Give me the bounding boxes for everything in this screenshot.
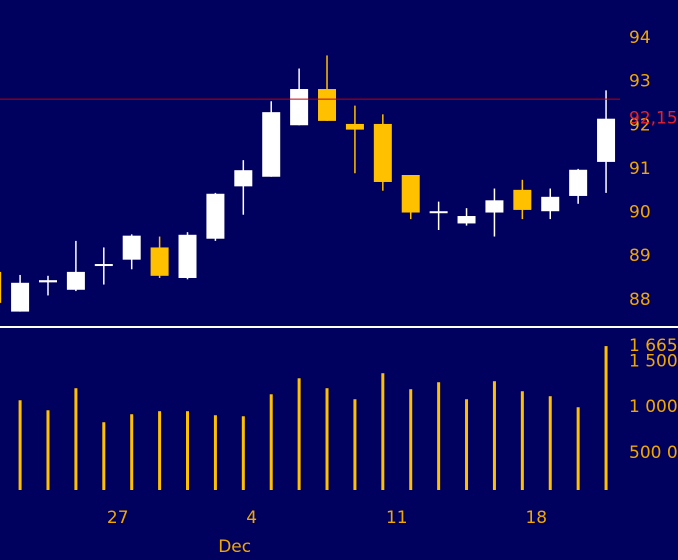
candle-body	[122, 235, 141, 260]
volume-bar	[576, 407, 580, 490]
volume-bar	[465, 399, 469, 490]
volume-bar	[269, 394, 273, 490]
candle-body	[262, 112, 281, 177]
last-price-label: 92,15	[629, 109, 678, 129]
volume-bar	[548, 396, 552, 490]
volume-bar	[520, 391, 524, 490]
candle-body	[401, 175, 420, 213]
last-volume-bg	[627, 337, 678, 354]
volume-bar	[381, 373, 385, 490]
volume-bar	[604, 346, 608, 490]
volume-bar	[409, 389, 413, 490]
volume-bar	[46, 410, 50, 490]
candle-body	[150, 247, 169, 276]
candle-body	[38, 280, 57, 283]
x-tick-label: 11	[386, 508, 408, 528]
y-tick-label: 93	[629, 72, 651, 92]
x-tick-label: 27	[107, 508, 129, 528]
volume-bar	[213, 415, 217, 490]
candle-body	[457, 216, 476, 224]
volume-bar	[241, 416, 245, 490]
candle-body	[373, 123, 392, 182]
volume-bar	[102, 422, 106, 490]
x-tick-label: 4	[246, 508, 257, 528]
y-tick-label: 91	[629, 159, 651, 179]
volume-bar	[353, 399, 357, 490]
y2-tick-label: 1 000 000	[629, 397, 678, 417]
candle-body	[485, 200, 504, 213]
candle-body	[66, 271, 85, 290]
volume-bar	[74, 388, 78, 490]
month-label: Dec	[218, 537, 251, 557]
candle-body	[569, 169, 588, 196]
candle-body	[0, 271, 2, 303]
y-tick-label: 90	[629, 203, 651, 223]
y-tick-label: 88	[629, 290, 651, 310]
y-tick-label: 94	[629, 28, 651, 48]
volume-bar	[492, 381, 496, 490]
candle-body	[429, 211, 448, 214]
volume-bar	[325, 388, 329, 490]
candle-body	[290, 89, 309, 126]
candle-body	[178, 234, 197, 278]
y2-tick-label: 500 000	[629, 443, 678, 463]
y-tick-label: 89	[629, 246, 651, 266]
y-tick-label: 92	[629, 115, 651, 135]
candle-body	[345, 123, 364, 130]
volume-bar	[158, 411, 162, 490]
volume-bar	[18, 400, 22, 490]
volume-bar	[186, 411, 190, 490]
volume-bar	[297, 378, 301, 490]
candle-body	[318, 89, 337, 121]
candle-body	[11, 282, 30, 312]
candle-body	[513, 189, 532, 210]
y2-tick-label: 1 500 000	[629, 351, 678, 371]
volume-bar	[437, 382, 441, 490]
candle-body	[94, 264, 113, 267]
candle-body	[234, 170, 253, 187]
volume-bar	[130, 414, 134, 490]
candle-body	[206, 193, 225, 239]
candle-body	[597, 118, 616, 162]
x-tick-label: 18	[525, 508, 547, 528]
last-volume-label: 1 665 000	[629, 336, 678, 356]
candle-body	[541, 196, 560, 212]
